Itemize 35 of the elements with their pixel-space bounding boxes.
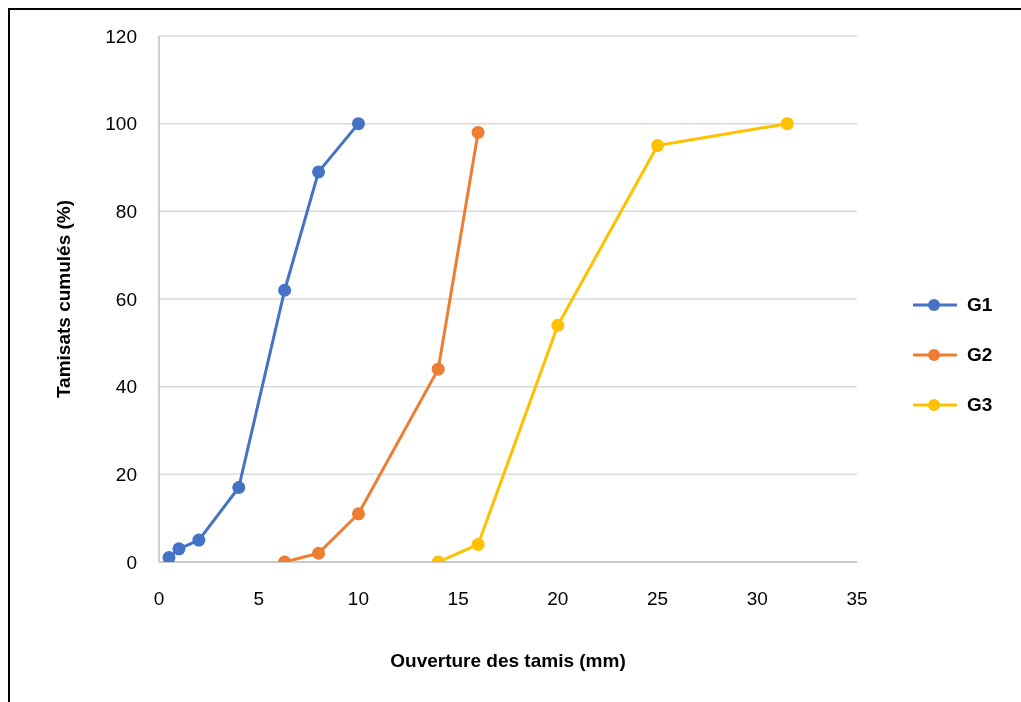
legend-label: G1 (967, 294, 993, 316)
point (651, 139, 665, 153)
point (232, 480, 246, 494)
point (312, 165, 326, 179)
x-tick-label: 15 (447, 588, 469, 610)
legend-label: G3 (967, 394, 993, 416)
point (471, 537, 485, 551)
y-tick-label: 60 (115, 288, 137, 310)
point (431, 362, 445, 376)
y-tick-label: 120 (105, 25, 137, 47)
point (780, 117, 794, 131)
point (278, 283, 292, 297)
y-tick-label: 20 (115, 464, 137, 486)
point (351, 507, 365, 521)
point (172, 542, 186, 556)
point (162, 551, 176, 562)
y-axis-title: Tamisats cumulés (%) (52, 199, 74, 399)
y-tick-label: 80 (115, 201, 137, 223)
legend-label: G2 (967, 344, 993, 366)
x-tick-label: 20 (547, 588, 569, 610)
point (312, 546, 326, 560)
point (192, 533, 206, 547)
x-tick-label: 10 (347, 588, 369, 610)
x-axis-title: Ouverture des tamis (mm) (390, 650, 626, 671)
y-tick-label: 40 (115, 376, 137, 398)
point (471, 125, 485, 139)
x-tick-label: 5 (253, 588, 264, 610)
x-tick-label: 35 (846, 588, 868, 610)
x-tick-label: 25 (647, 588, 669, 610)
y-tick-label: 100 (105, 113, 137, 135)
x-tick-label: 0 (153, 588, 165, 610)
point (551, 318, 565, 332)
y-tick-label: 0 (126, 551, 137, 573)
point (351, 117, 365, 131)
x-tick-label: 30 (746, 588, 768, 610)
